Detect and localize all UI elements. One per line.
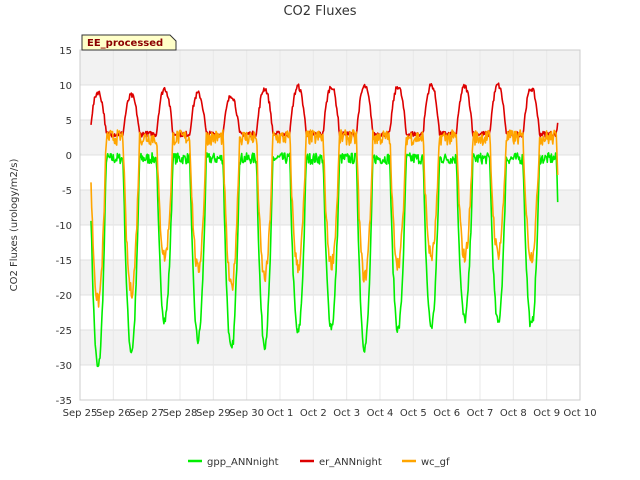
plot-band — [80, 190, 580, 225]
y-tick-label: 15 — [59, 46, 72, 57]
x-tick-label: Oct 3 — [333, 408, 360, 419]
plot-band — [80, 365, 580, 400]
y-tick-label: -5 — [62, 186, 72, 197]
x-tick-label: Oct 9 — [533, 408, 560, 419]
y-tick-label: -30 — [56, 361, 72, 372]
legend-label-wc_gf: wc_gf — [421, 457, 450, 468]
x-tick-label: Sep 27 — [129, 408, 164, 419]
plot-band — [80, 225, 580, 260]
badge-box — [81, 34, 177, 51]
plot-band — [80, 260, 580, 295]
y-axis-ticks: -35 -30 -25 -20 -15 -10 -5 0 5 10 15 — [56, 46, 72, 407]
badge-label: EE_processed — [87, 38, 163, 49]
x-tick-label: Sep 25 — [63, 408, 98, 419]
x-tick-label: Oct 7 — [467, 408, 494, 419]
plot-band — [80, 120, 580, 155]
plot-frame — [79, 49, 581, 401]
x-tick-label: Oct 4 — [367, 408, 394, 419]
legend-label-gpp_annnight: gpp_ANNnight — [207, 457, 279, 468]
plot-band — [80, 50, 580, 85]
x-tick-label: Oct 5 — [400, 408, 427, 419]
x-tick-label: Oct 6 — [433, 408, 460, 419]
y-axis-title: CO2 Fluxes (urology/m2/s) — [9, 159, 20, 292]
plot-background-bands — [80, 50, 580, 400]
legend-label-er_annnight: er_ANNnight — [319, 457, 382, 468]
y-tick-label: 0 — [66, 151, 72, 162]
series-line-wc_gf — [90, 129, 559, 308]
x-tick-label: Sep 26 — [96, 408, 131, 419]
y-tick-label: -35 — [56, 396, 72, 407]
series-line-gpp_annnight — [90, 152, 559, 368]
x-tick-label: Sep 30 — [229, 408, 264, 419]
y-tick-label: -20 — [56, 291, 72, 302]
x-tick-label: Oct 8 — [500, 408, 527, 419]
series-layer — [90, 82, 559, 368]
plot-band — [80, 155, 580, 190]
ee-processed-badge: EE_processed — [81, 34, 177, 51]
y-tick-label: -10 — [56, 221, 72, 232]
series-line-er_annnight — [90, 82, 559, 138]
y-tick-label: 5 — [66, 116, 72, 127]
plot-band — [80, 330, 580, 365]
y-tick-label: -25 — [56, 326, 72, 337]
x-tick-label: Oct 1 — [267, 408, 294, 419]
legend: gpp_ANNnight er_ANNnight wc_gf — [188, 457, 450, 468]
y-tick-label: -15 — [56, 256, 72, 267]
x-tick-label: Sep 29 — [196, 408, 231, 419]
x-tick-label: Oct 2 — [300, 408, 327, 419]
y-tick-label: 10 — [59, 81, 72, 92]
x-tick-label: Oct 10 — [563, 408, 596, 419]
chart-title: CO2 Fluxes — [283, 4, 356, 19]
x-tick-label: Sep 28 — [163, 408, 198, 419]
